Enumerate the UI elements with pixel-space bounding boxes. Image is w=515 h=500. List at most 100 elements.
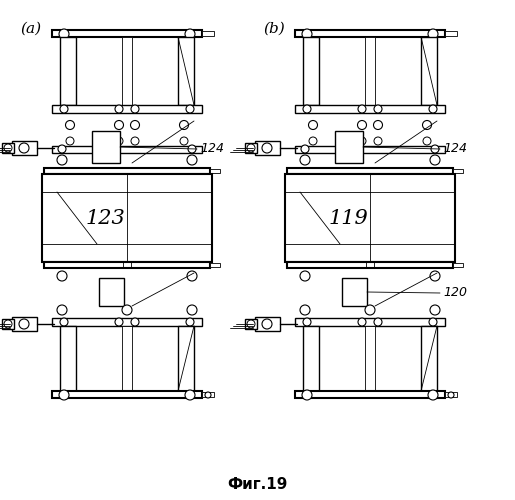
Circle shape <box>186 105 194 113</box>
Circle shape <box>4 144 12 152</box>
Bar <box>202 31 214 36</box>
Text: Фиг.19: Фиг.19 <box>227 477 287 492</box>
Circle shape <box>131 137 139 145</box>
Bar <box>122 326 132 391</box>
Circle shape <box>448 392 454 398</box>
Bar <box>202 392 214 397</box>
Bar <box>287 262 453 268</box>
Text: (a): (a) <box>20 22 41 36</box>
Bar <box>92 131 120 163</box>
Circle shape <box>186 318 194 326</box>
Circle shape <box>188 145 196 153</box>
Circle shape <box>59 29 69 39</box>
Bar <box>445 392 457 397</box>
Circle shape <box>430 305 440 315</box>
Circle shape <box>180 137 188 145</box>
Circle shape <box>374 137 382 145</box>
Bar <box>99 278 124 306</box>
Circle shape <box>4 320 12 328</box>
Text: 124: 124 <box>443 142 467 156</box>
Bar <box>303 326 319 391</box>
Circle shape <box>115 137 123 145</box>
Circle shape <box>373 120 383 130</box>
Circle shape <box>429 105 437 113</box>
Circle shape <box>185 29 195 39</box>
Bar <box>295 146 445 153</box>
Bar <box>122 37 132 105</box>
Circle shape <box>374 318 382 326</box>
Circle shape <box>303 105 311 113</box>
Circle shape <box>428 390 438 400</box>
Circle shape <box>115 105 123 113</box>
Circle shape <box>300 155 310 165</box>
Circle shape <box>131 318 139 326</box>
Circle shape <box>187 155 197 165</box>
Bar <box>210 169 220 173</box>
Circle shape <box>300 305 310 315</box>
Circle shape <box>300 271 310 281</box>
Bar <box>421 326 437 391</box>
Bar <box>52 30 202 37</box>
Bar <box>52 318 202 326</box>
Bar <box>178 37 194 105</box>
Bar <box>210 263 220 267</box>
Bar <box>342 278 367 306</box>
Circle shape <box>309 137 317 145</box>
Circle shape <box>187 305 197 315</box>
Text: 120: 120 <box>443 286 467 300</box>
Text: 124: 124 <box>200 142 224 156</box>
Circle shape <box>59 390 69 400</box>
Circle shape <box>180 120 188 130</box>
Circle shape <box>187 271 197 281</box>
Circle shape <box>247 144 255 152</box>
Circle shape <box>358 105 366 113</box>
Text: 123: 123 <box>85 208 125 228</box>
Bar <box>453 263 463 267</box>
Bar <box>295 30 445 37</box>
Circle shape <box>422 120 432 130</box>
Bar <box>60 37 76 105</box>
Circle shape <box>428 29 438 39</box>
Bar <box>421 37 437 105</box>
Bar <box>60 326 76 391</box>
Bar <box>295 391 445 398</box>
Bar <box>178 326 194 391</box>
Bar <box>52 146 202 153</box>
Circle shape <box>60 105 68 113</box>
Circle shape <box>303 318 311 326</box>
Circle shape <box>114 120 124 130</box>
Circle shape <box>301 145 309 153</box>
Bar <box>2 143 14 153</box>
Text: (b): (b) <box>263 22 285 36</box>
Bar <box>303 37 319 105</box>
Bar <box>44 168 210 174</box>
Circle shape <box>423 137 431 145</box>
Circle shape <box>66 137 74 145</box>
Bar <box>255 141 280 155</box>
Circle shape <box>131 105 139 113</box>
Bar <box>255 317 280 331</box>
Bar <box>2 319 14 329</box>
Circle shape <box>57 155 67 165</box>
Circle shape <box>374 105 382 113</box>
Bar <box>335 131 363 163</box>
Circle shape <box>308 120 318 130</box>
Bar <box>287 168 453 174</box>
Circle shape <box>431 145 439 153</box>
Circle shape <box>58 145 66 153</box>
Circle shape <box>358 318 366 326</box>
Circle shape <box>57 271 67 281</box>
Bar <box>445 31 457 36</box>
Circle shape <box>262 319 272 329</box>
Circle shape <box>302 390 312 400</box>
Bar <box>52 391 202 398</box>
Circle shape <box>430 155 440 165</box>
Circle shape <box>302 29 312 39</box>
Bar <box>285 174 455 262</box>
Bar <box>42 174 212 262</box>
Circle shape <box>19 319 29 329</box>
Bar <box>44 262 210 268</box>
Text: 119: 119 <box>328 208 368 228</box>
Circle shape <box>19 143 29 153</box>
Bar <box>52 105 202 113</box>
